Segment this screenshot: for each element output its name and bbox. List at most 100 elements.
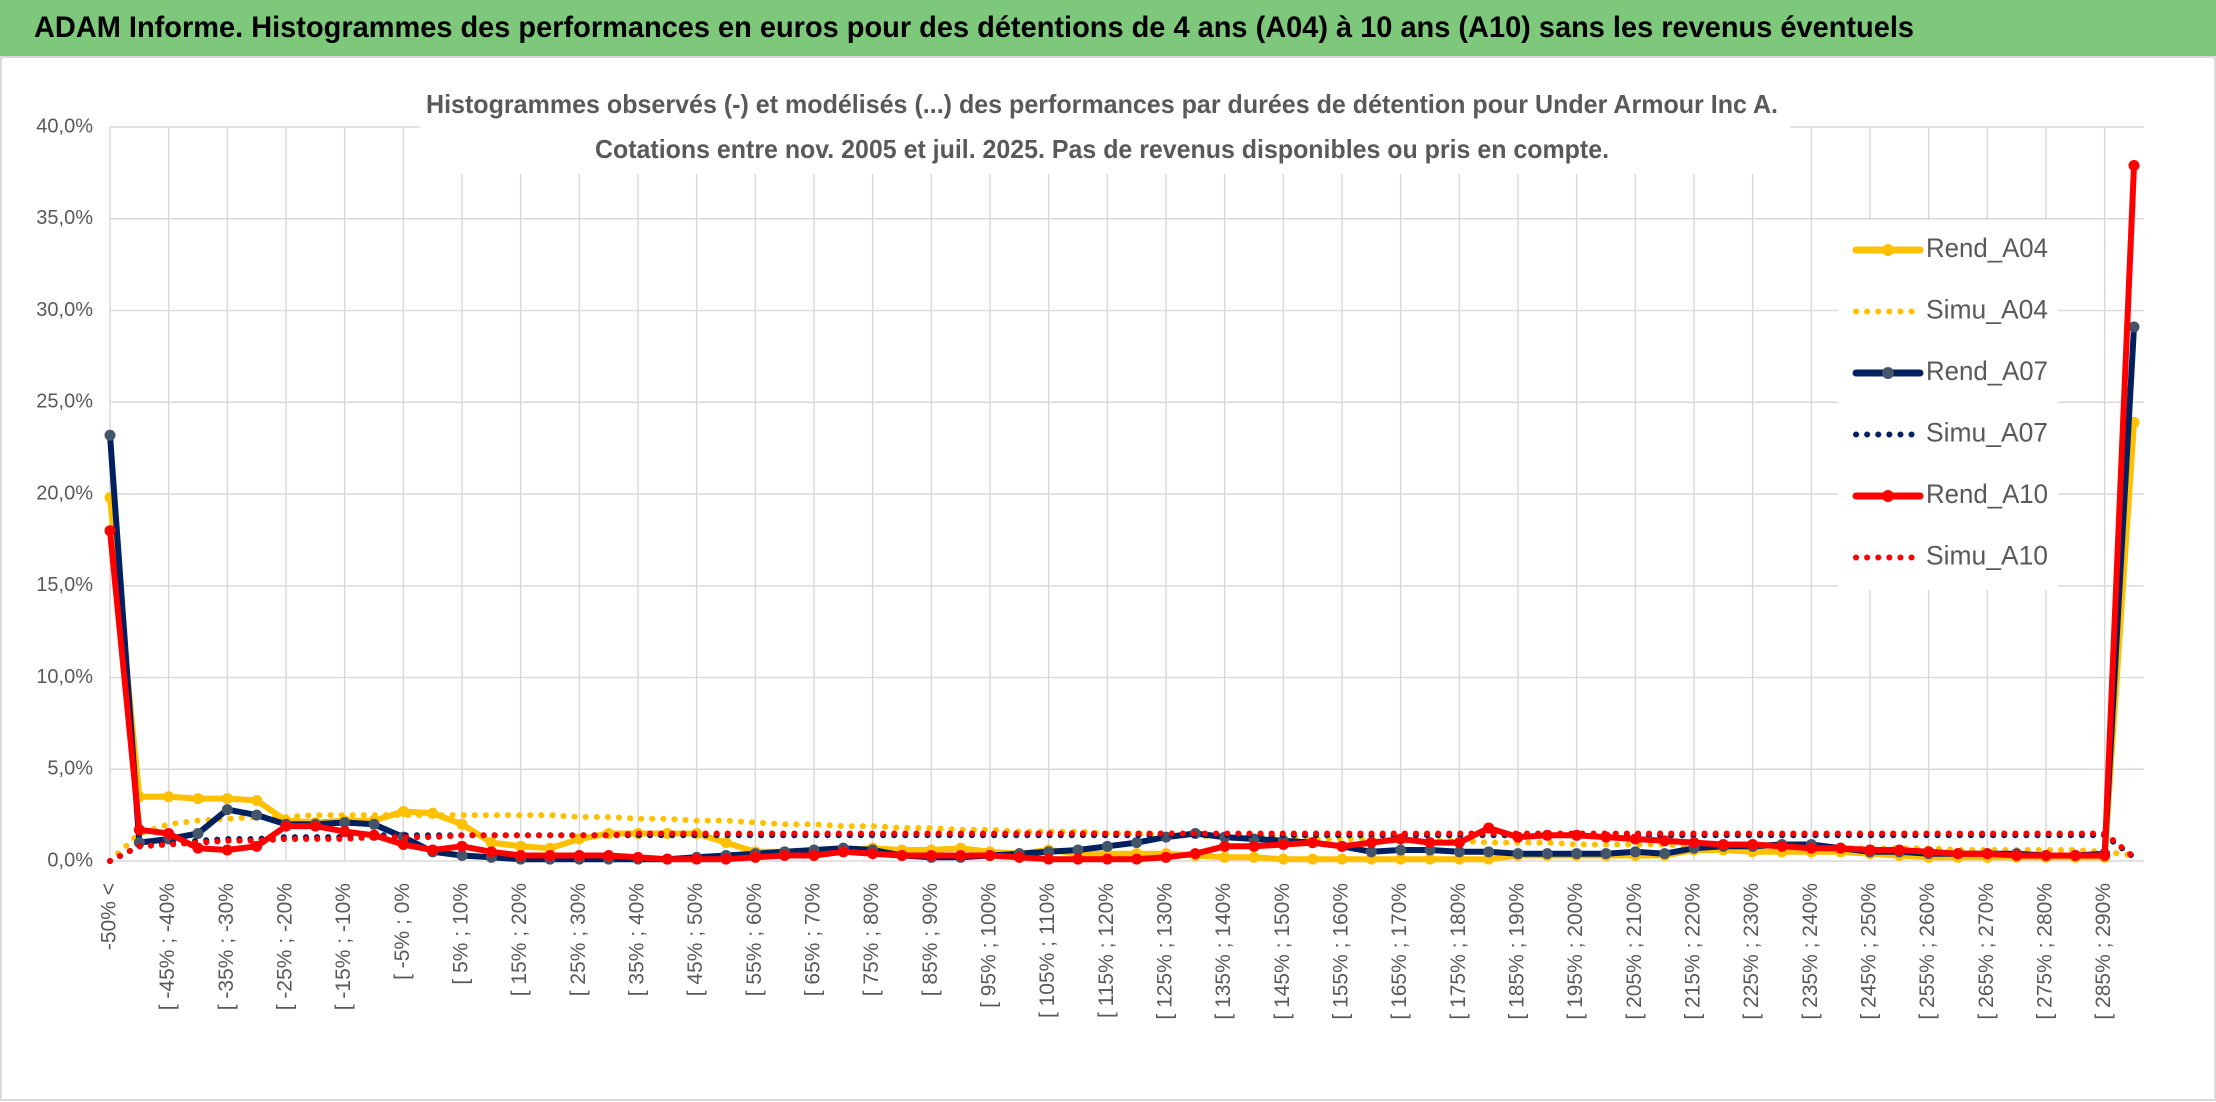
- x-tick-label: [ -5% ; 0%: [391, 883, 414, 980]
- series-marker: [1688, 837, 1700, 849]
- series-marker: [1277, 853, 1289, 865]
- series-marker: [456, 840, 468, 852]
- series-marker: [104, 525, 116, 537]
- x-tick-label: [ 125% ; 130%: [1154, 883, 1177, 1020]
- series-marker: [1659, 848, 1671, 860]
- plot: 0,0% 5,0% 10,0% 15,0% 20,0% 25,0% 30,0% 35,0% 40…: [36, 86, 2144, 1020]
- chart-title: Histogrammes observés (-) et modélisés (…: [426, 89, 1778, 119]
- x-tick-label: [ 175% ; 180%: [1447, 883, 1470, 1020]
- series-marker: [221, 804, 233, 816]
- series-marker: [955, 849, 967, 861]
- series-marker: [251, 840, 263, 852]
- series-marker: [1307, 837, 1319, 849]
- series-marker: [485, 837, 497, 849]
- series-marker: [661, 853, 673, 865]
- x-tick-label: [ 205% ; 210%: [1623, 883, 1646, 1020]
- series-marker: [133, 824, 145, 836]
- x-tick-label: [ -45% ; -40%: [156, 883, 179, 1010]
- series-marker: [1659, 835, 1671, 847]
- x-tick-label: [ 5% ; 10%: [450, 883, 473, 985]
- legend-label: Simu_A10: [1926, 541, 2048, 571]
- series-marker: [163, 827, 175, 839]
- legend-label: Rend_A10: [1926, 479, 2048, 509]
- x-tick-label: [ 215% ; 220%: [1682, 883, 1705, 1020]
- x-tick-label: [ 155% ; 160%: [1330, 883, 1353, 1020]
- x-tick-label: [ 115% ; 120%: [1095, 883, 1118, 1018]
- series-marker: [603, 849, 615, 861]
- series-marker: [1131, 853, 1143, 865]
- series-marker: [1835, 842, 1847, 854]
- x-tick-label: [ -25% ; -20%: [274, 883, 297, 1010]
- y-tick-label: 35,0%: [36, 207, 93, 229]
- series-marker: [1365, 837, 1377, 849]
- series-marker: [867, 848, 879, 860]
- series-marker: [573, 849, 585, 861]
- series-marker: [1923, 846, 1935, 858]
- x-tick-label: [ 95% ; 100%: [978, 883, 1001, 1008]
- series-marker: [2040, 849, 2052, 861]
- legend-label: Simu_A04: [1926, 295, 2048, 325]
- x-tick-label: [ 225% ; 230%: [1740, 883, 1763, 1020]
- x-tick-label: [ -15% ; -10%: [332, 883, 355, 1010]
- x-tick-label: [ 105% ; 110%: [1036, 883, 1059, 1018]
- y-tick-label: 5,0%: [47, 758, 93, 780]
- series-marker: [280, 820, 292, 832]
- legend-label: Simu_A07: [1926, 418, 2048, 448]
- series-marker: [1101, 853, 1113, 865]
- series-marker: [1395, 844, 1407, 856]
- series-marker: [1101, 840, 1113, 852]
- legend-label: Rend_A07: [1926, 356, 2048, 386]
- x-tick-label: [ 65% ; 70%: [802, 883, 825, 996]
- series-line: [107, 830, 2137, 864]
- series-marker: [544, 849, 556, 861]
- x-tick-label: [ 75% ; 80%: [860, 883, 883, 996]
- x-tick-label: [ 185% ; 190%: [1506, 883, 1529, 1020]
- series-marker: [1864, 844, 1876, 856]
- series-marker: [221, 793, 233, 805]
- series-marker: [456, 818, 468, 830]
- series-marker: [251, 794, 263, 806]
- series-marker: [1219, 851, 1231, 863]
- series-marker: [1747, 838, 1759, 850]
- series-marker: [2128, 160, 2140, 172]
- series-marker: [1277, 838, 1289, 850]
- series-marker: [368, 818, 380, 830]
- y-tick-label: 15,0%: [36, 574, 93, 596]
- x-tick-label: [ 35% ; 40%: [626, 883, 649, 996]
- series-marker: [1776, 840, 1788, 852]
- series-line: [107, 832, 2137, 864]
- series-marker: [779, 849, 791, 861]
- x-tick-label: [ 285% ; 290%: [2092, 883, 2115, 1020]
- series-marker: [309, 820, 321, 832]
- y-tick-label: 0,0%: [47, 849, 93, 871]
- legend-marker: [1882, 367, 1894, 379]
- series-marker: [163, 791, 175, 803]
- series-marker: [427, 844, 439, 856]
- series-marker: [808, 849, 820, 861]
- series-marker: [1424, 853, 1436, 865]
- series-marker: [251, 809, 263, 821]
- series-marker: [632, 851, 644, 863]
- x-tick-label: [ 15% ; 20%: [508, 883, 531, 996]
- series-marker: [485, 846, 497, 858]
- title-backing: [420, 86, 1790, 174]
- legend-marker: [1882, 490, 1894, 502]
- series-marker: [720, 837, 732, 849]
- chart-frame: [0, 56, 2216, 1101]
- series-marker: [2099, 849, 2111, 861]
- y-tick-label: 25,0%: [36, 391, 93, 413]
- series-marker: [1043, 853, 1055, 865]
- y-tick-label: 40,0%: [36, 115, 93, 137]
- x-tick-label: [ 165% ; 170%: [1388, 883, 1411, 1020]
- series-marker: [1453, 846, 1465, 858]
- x-tick-label: [ 45% ; 50%: [684, 883, 707, 996]
- series-marker: [1395, 853, 1407, 865]
- series-marker: [1952, 848, 1964, 860]
- series-marker: [1013, 851, 1025, 863]
- series-marker: [1072, 844, 1084, 856]
- series-marker: [2011, 849, 2023, 861]
- series-marker: [1160, 851, 1172, 863]
- series-marker: [221, 844, 233, 856]
- series-marker: [339, 826, 351, 838]
